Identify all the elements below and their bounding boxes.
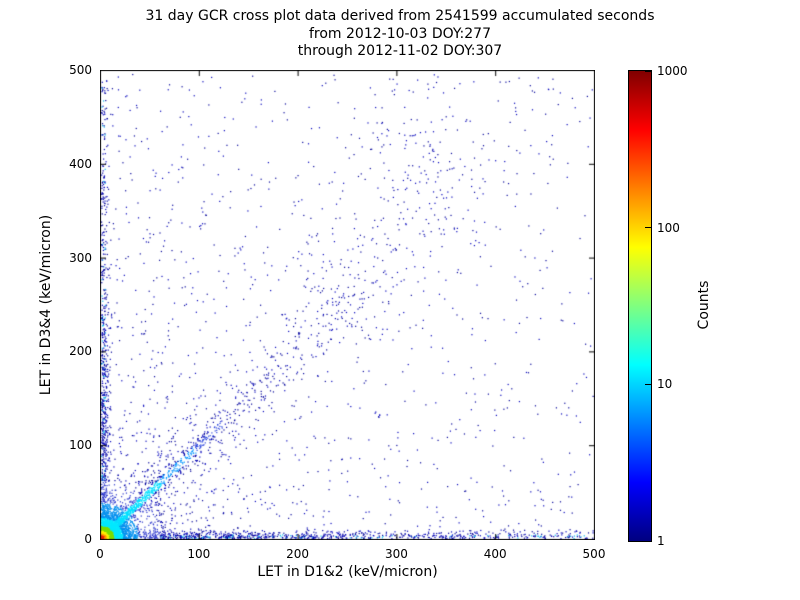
x-axis-tick-label: 0 <box>96 547 104 561</box>
colorbar-tick-label: 100 <box>657 220 680 235</box>
y-axis-tick-label: 400 <box>69 156 92 171</box>
colorbar-tick-mark <box>645 540 651 542</box>
x-axis-tick-label: 100 <box>187 547 211 561</box>
chart-title-line-2: from 2012-10-03 DOY:277 <box>308 25 491 42</box>
colorbar-gradient <box>629 71 651 541</box>
scatter-plot-canvas <box>100 70 595 540</box>
colorbar <box>628 70 652 542</box>
x-axis-tick-label: 200 <box>286 547 310 561</box>
colorbar-tick-mark <box>645 227 651 229</box>
x-axis-label: LET in D1&2 (keV/micron) <box>257 564 438 580</box>
x-axis-tick-label: 300 <box>384 547 408 561</box>
y-axis-tick-label: 500 <box>69 63 92 77</box>
x-axis-tick-label: 500 <box>582 547 606 561</box>
chart-title: 31 day GCR cross plot data derived from … <box>0 8 800 61</box>
chart-title-line-1: 31 day GCR cross plot data derived from … <box>145 8 655 24</box>
colorbar-tick-label: 1000 <box>657 64 688 78</box>
y-axis-tick-label: 200 <box>69 344 92 359</box>
y-axis-tick-label: 300 <box>69 250 92 265</box>
colorbar-tick-mark <box>645 383 651 385</box>
colorbar-tick-label: 10 <box>657 377 673 392</box>
colorbar-tick-label: 1 <box>657 534 665 548</box>
colorbar-label: Counts <box>696 280 712 330</box>
chart-title-line-3: through 2012-11-02 DOY:307 <box>297 43 503 59</box>
colorbar-tick-mark <box>645 70 651 72</box>
y-axis-label: LET in D3&4 (keV/micron) <box>38 214 54 396</box>
x-axis-tick-label: 400 <box>483 547 507 561</box>
y-axis-tick-label: 0 <box>84 532 92 546</box>
y-axis-tick-label: 100 <box>69 438 92 453</box>
